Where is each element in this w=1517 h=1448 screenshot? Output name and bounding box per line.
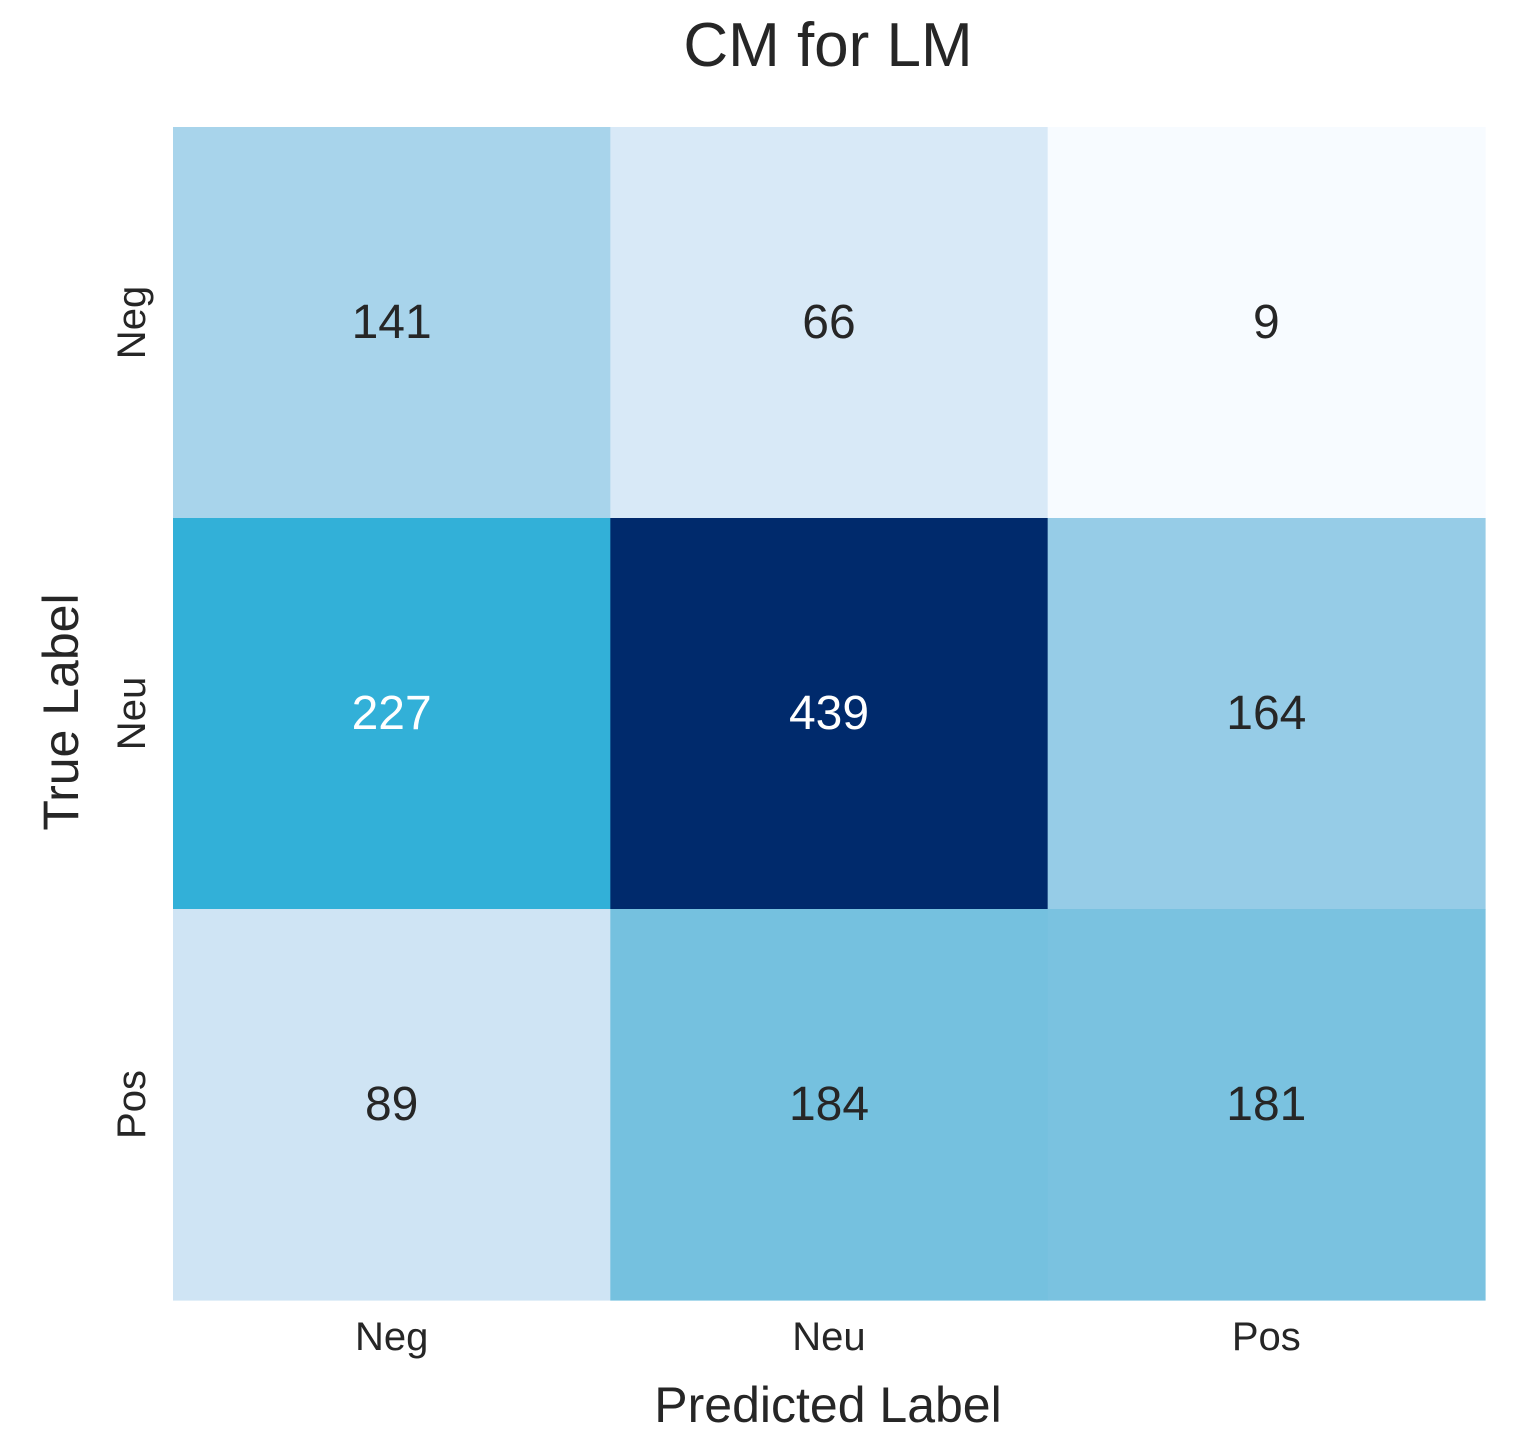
x-tick-label-neg: Neg xyxy=(355,1315,428,1359)
heatmap-cell-neg-neg xyxy=(173,127,611,519)
y-tick-label-pos: Pos xyxy=(110,1070,154,1139)
y-axis-label: True Label xyxy=(33,593,89,830)
heatmap-cell-neg-neu xyxy=(610,127,1049,519)
cell-value-pos-pos: 181 xyxy=(1226,1078,1306,1131)
x-tick-label-pos: Pos xyxy=(1232,1315,1301,1359)
cell-value-pos-neu: 184 xyxy=(789,1078,869,1131)
heatmap-cell-neu-neg xyxy=(173,518,611,910)
cell-value-neu-neu: 439 xyxy=(789,687,869,740)
cell-value-neg-neu: 66 xyxy=(802,296,855,349)
heatmap-cell-neu-pos xyxy=(1047,518,1486,910)
cell-value-neu-neg: 227 xyxy=(352,687,432,740)
y-tick-label-neu: Neu xyxy=(110,677,154,750)
heatmap-cells xyxy=(173,127,1486,1301)
y-axis-tick-labels: Neg Neu Pos xyxy=(110,286,154,1139)
heatmap-cell-neu-neu xyxy=(610,518,1049,910)
cell-value-neg-pos: 9 xyxy=(1253,296,1280,349)
x-axis-label: Predicted Label xyxy=(654,1377,1001,1433)
y-tick-label-neg: Neg xyxy=(110,286,154,359)
heatmap-cell-neg-pos xyxy=(1047,127,1486,519)
heatmap-cell-pos-pos xyxy=(1047,909,1486,1301)
heatmap-cell-labels: 141 66 9 227 439 164 89 184 181 xyxy=(352,296,1307,1131)
heatmap-cell-pos-neu xyxy=(610,909,1049,1301)
x-tick-label-neu: Neu xyxy=(792,1315,865,1359)
cell-value-pos-neg: 89 xyxy=(365,1078,418,1131)
cell-value-neu-pos: 164 xyxy=(1226,687,1306,740)
cell-value-neg-neg: 141 xyxy=(352,296,432,349)
x-axis-tick-labels: Neg Neu Pos xyxy=(355,1315,1301,1359)
heatmap-cell-pos-neg xyxy=(173,909,611,1301)
chart-title: CM for LM xyxy=(683,11,972,80)
